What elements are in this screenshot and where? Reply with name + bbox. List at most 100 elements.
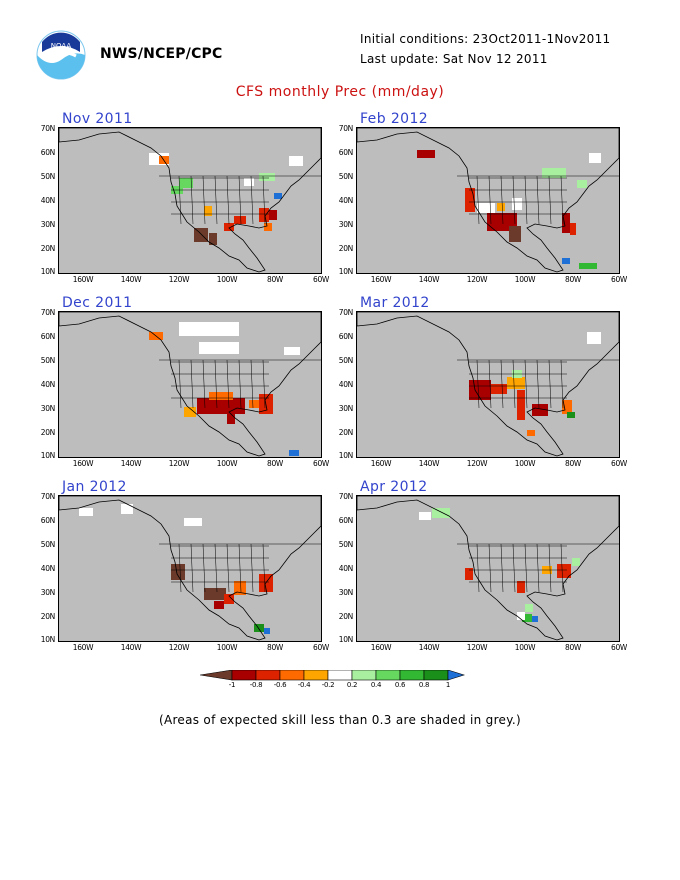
noaa-logo: NOAA: [36, 30, 86, 80]
colorbar-swatch: [399, 670, 425, 681]
lon-label: 60W: [610, 643, 628, 652]
lat-label: 40N: [40, 380, 56, 389]
lon-label: 60W: [312, 643, 330, 652]
colorbar-label: -1: [228, 681, 236, 689]
colorbar: [200, 670, 466, 681]
lon-label: 80W: [266, 275, 284, 284]
lon-label: 80W: [564, 459, 582, 468]
lat-label: 20N: [40, 244, 56, 253]
lon-label: 100W: [514, 459, 536, 468]
colorbar-label: 0.2: [346, 681, 358, 689]
colorbar-swatch: [303, 670, 329, 681]
colorbar-label: 0.6: [394, 681, 406, 689]
lat-label: 50N: [40, 356, 56, 365]
lon-label: 160W: [370, 459, 392, 468]
colorbar-swatch: [231, 670, 257, 681]
lon-label: 160W: [370, 275, 392, 284]
lat-label: 30N: [40, 404, 56, 413]
lon-label: 80W: [564, 275, 582, 284]
lat-label: 20N: [338, 244, 354, 253]
lat-label: 50N: [338, 172, 354, 181]
map-feb-2012: [357, 128, 619, 273]
colorbar-label: -0.4: [297, 681, 311, 689]
lat-label: 10N: [40, 451, 56, 460]
organization-label: NWS/NCEP/CPC: [100, 46, 223, 62]
lat-label: 70N: [338, 308, 354, 317]
lon-label: 140W: [120, 275, 142, 284]
colorbar-swatch: [423, 670, 449, 681]
lon-label: 140W: [418, 643, 440, 652]
map-panel-4: [356, 311, 620, 458]
lat-label: 30N: [40, 588, 56, 597]
lon-label: 80W: [564, 643, 582, 652]
colorbar-label: -0.2: [321, 681, 335, 689]
lon-label: 80W: [266, 459, 284, 468]
map-jan-2012: [59, 496, 321, 641]
panel-title-4: Mar 2012: [360, 295, 430, 311]
page-title: CFS monthly Prec (mm/day): [235, 84, 445, 100]
map-panel-1: [58, 127, 322, 274]
lat-label: 30N: [338, 220, 354, 229]
lat-label: 30N: [338, 404, 354, 413]
lon-label: 60W: [610, 459, 628, 468]
colorbar-label: 1: [445, 681, 451, 689]
lon-label: 160W: [72, 275, 94, 284]
lon-label: 60W: [312, 275, 330, 284]
map-mar-2012: [357, 312, 619, 457]
lat-label: 70N: [338, 124, 354, 133]
lon-label: 120W: [466, 459, 488, 468]
lat-label: 10N: [338, 635, 354, 644]
panel-title-6: Apr 2012: [360, 479, 428, 495]
lon-label: 140W: [418, 275, 440, 284]
lon-label: 100W: [216, 643, 238, 652]
lat-label: 50N: [40, 540, 56, 549]
lon-label: 160W: [72, 459, 94, 468]
footnote: (Areas of expected skill less than 0.3 a…: [158, 713, 522, 727]
lon-label: 100W: [216, 275, 238, 284]
lat-label: 40N: [338, 196, 354, 205]
lat-label: 40N: [338, 380, 354, 389]
lat-label: 30N: [40, 220, 56, 229]
lat-label: 60N: [40, 516, 56, 525]
lat-label: 60N: [338, 516, 354, 525]
last-update: Last update: Sat Nov 12 2011: [360, 52, 548, 66]
lat-label: 10N: [40, 635, 56, 644]
lon-label: 120W: [168, 459, 190, 468]
lat-label: 50N: [338, 356, 354, 365]
colorbar-label: 0.8: [418, 681, 430, 689]
map-panel-2: [356, 127, 620, 274]
lat-label: 60N: [40, 148, 56, 157]
lon-label: 120W: [466, 275, 488, 284]
logo-text: NOAA: [51, 42, 72, 50]
lon-label: 80W: [266, 643, 284, 652]
colorbar-swatch: [327, 670, 353, 681]
panel-title-5: Jan 2012: [62, 479, 127, 495]
map-nov-2011: [59, 128, 321, 273]
lon-label: 120W: [466, 643, 488, 652]
map-panel-5: [58, 495, 322, 642]
lon-label: 60W: [312, 459, 330, 468]
lat-label: 70N: [40, 124, 56, 133]
lon-label: 120W: [168, 275, 190, 284]
lat-label: 50N: [40, 172, 56, 181]
colorbar-swatch: [375, 670, 401, 681]
panel-title-2: Feb 2012: [360, 111, 429, 127]
colorbar-swatch: [255, 670, 281, 681]
map-dec-2011: [59, 312, 321, 457]
lat-label: 10N: [338, 267, 354, 276]
lon-label: 140W: [418, 459, 440, 468]
lat-label: 40N: [40, 564, 56, 573]
lat-label: 70N: [40, 492, 56, 501]
lon-label: 100W: [514, 275, 536, 284]
map-apr-2012: [357, 496, 619, 641]
panel-title-1: Nov 2011: [62, 111, 133, 127]
initial-conditions: Initial conditions: 23Oct2011-1Nov2011: [360, 32, 611, 46]
lat-label: 60N: [338, 332, 354, 341]
colorbar-swatch: [200, 670, 233, 681]
lon-label: 60W: [610, 275, 628, 284]
lat-label: 20N: [338, 428, 354, 437]
lat-label: 60N: [338, 148, 354, 157]
lon-label: 140W: [120, 643, 142, 652]
colorbar-label: -0.6: [273, 681, 287, 689]
map-panel-3: [58, 311, 322, 458]
